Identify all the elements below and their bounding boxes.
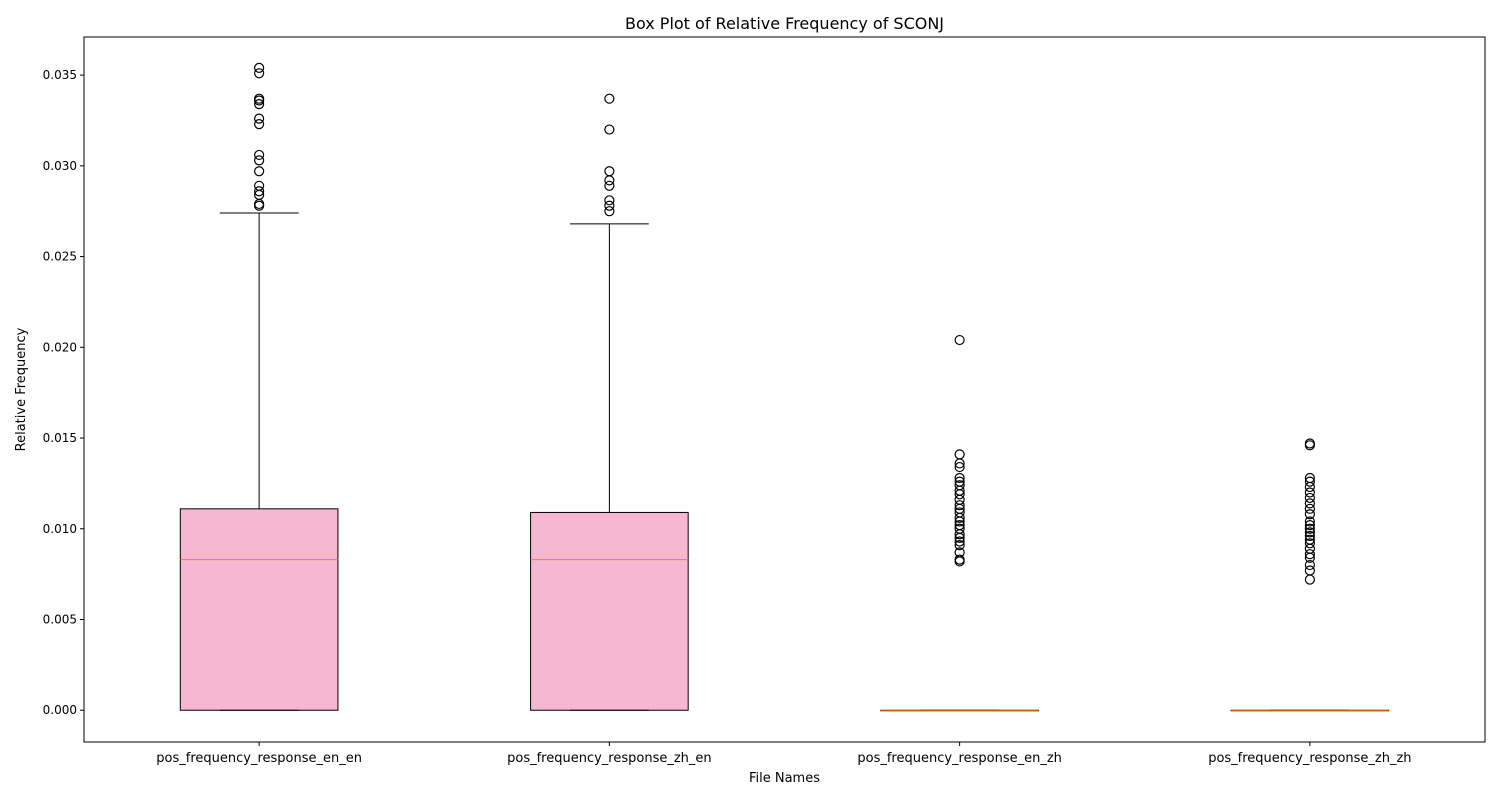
- outlier-point: [1304, 516, 1315, 527]
- x-tick-label: pos_frequency_response_zh_zh: [1208, 751, 1411, 766]
- outlier-point: [254, 155, 265, 166]
- outlier-point: [254, 200, 265, 211]
- outlier-point: [254, 119, 265, 130]
- outlier-point: [254, 166, 265, 177]
- outlier-point: [1304, 509, 1315, 520]
- outlier-point: [604, 195, 615, 206]
- x-tick-label: pos_frequency_response_en_en: [156, 751, 362, 766]
- outlier-point: [954, 516, 965, 527]
- y-tick-label: 0.005: [43, 613, 77, 627]
- outlier-point: [954, 461, 965, 473]
- y-tick-label: 0.020: [43, 340, 77, 354]
- outlier-point: [954, 556, 965, 567]
- outlier-point: [254, 68, 265, 79]
- outlier-point: [1304, 527, 1315, 538]
- outlier-point: [954, 536, 965, 547]
- outlier-point: [954, 512, 965, 523]
- outlier-point: [954, 540, 965, 551]
- outlier-point: [1304, 503, 1315, 514]
- outlier-point: [604, 175, 615, 186]
- outlier-point: [1304, 552, 1315, 563]
- outlier-point: [1304, 559, 1315, 571]
- outlier-point: [1304, 549, 1315, 560]
- outlier-point: [1304, 498, 1315, 509]
- outlier-point: [1304, 530, 1315, 542]
- y-tick-label: 0.035: [43, 68, 77, 82]
- outlier-point: [1304, 487, 1315, 498]
- outlier-point: [254, 99, 265, 110]
- box-iqr: [530, 511, 689, 711]
- outlier-point: [254, 186, 265, 197]
- outlier-point: [954, 334, 965, 346]
- outlier-point: [604, 206, 615, 217]
- box-group: [530, 93, 689, 711]
- box-iqr: [179, 508, 339, 711]
- outlier-point: [954, 529, 965, 540]
- outlier-point: [1304, 481, 1315, 493]
- x-axis: pos_frequency_response_en_en pos_frequenc…: [156, 742, 1412, 766]
- outlier-point: [954, 500, 965, 511]
- outlier-point: [604, 200, 615, 211]
- outlier-point: [1304, 574, 1315, 585]
- boxes-layer: [179, 62, 1390, 712]
- box-group: [179, 62, 339, 711]
- outlier-point: [604, 93, 615, 104]
- outlier-point: [254, 95, 265, 106]
- outlier-point: [1304, 520, 1315, 531]
- outlier-point: [1304, 492, 1315, 504]
- outlier-point: [954, 489, 965, 500]
- box-group: [1230, 438, 1390, 712]
- outlier-point: [254, 113, 265, 124]
- x-tick-label: pos_frequency_response_en_zh: [857, 751, 1062, 766]
- y-axis: 0.000 0.005 0.010 0.015 0.020 0.025 0.030 0.035: [43, 68, 84, 717]
- outlier-point: [254, 149, 265, 161]
- outlier-point: [254, 62, 265, 73]
- x-tick-label: pos_frequency_response_zh_en: [507, 751, 712, 766]
- outlier-point: [604, 180, 615, 191]
- y-tick-label: 0.015: [43, 431, 77, 445]
- outlier-point: [604, 124, 615, 135]
- outlier-point: [954, 472, 965, 484]
- chart-title: Box Plot of Relative Frequency of SCONJ: [625, 14, 944, 33]
- outlier-point: [1304, 476, 1315, 487]
- box-group: [880, 334, 1039, 712]
- y-tick-label: 0.025: [43, 250, 77, 264]
- y-tick-label: 0.030: [43, 159, 77, 173]
- outlier-point: [954, 532, 965, 543]
- outlier-point: [954, 458, 965, 469]
- y-axis-label: Relative Frequency: [14, 327, 29, 451]
- x-axis-label: File Names: [749, 771, 820, 786]
- y-tick-label: 0.010: [43, 522, 77, 536]
- y-tick-label: 0.000: [43, 703, 77, 717]
- plot-frame: [83, 36, 1486, 743]
- outlier-point: [1304, 538, 1315, 549]
- outlier-point: [1304, 523, 1315, 534]
- outlier-point: [1304, 440, 1315, 451]
